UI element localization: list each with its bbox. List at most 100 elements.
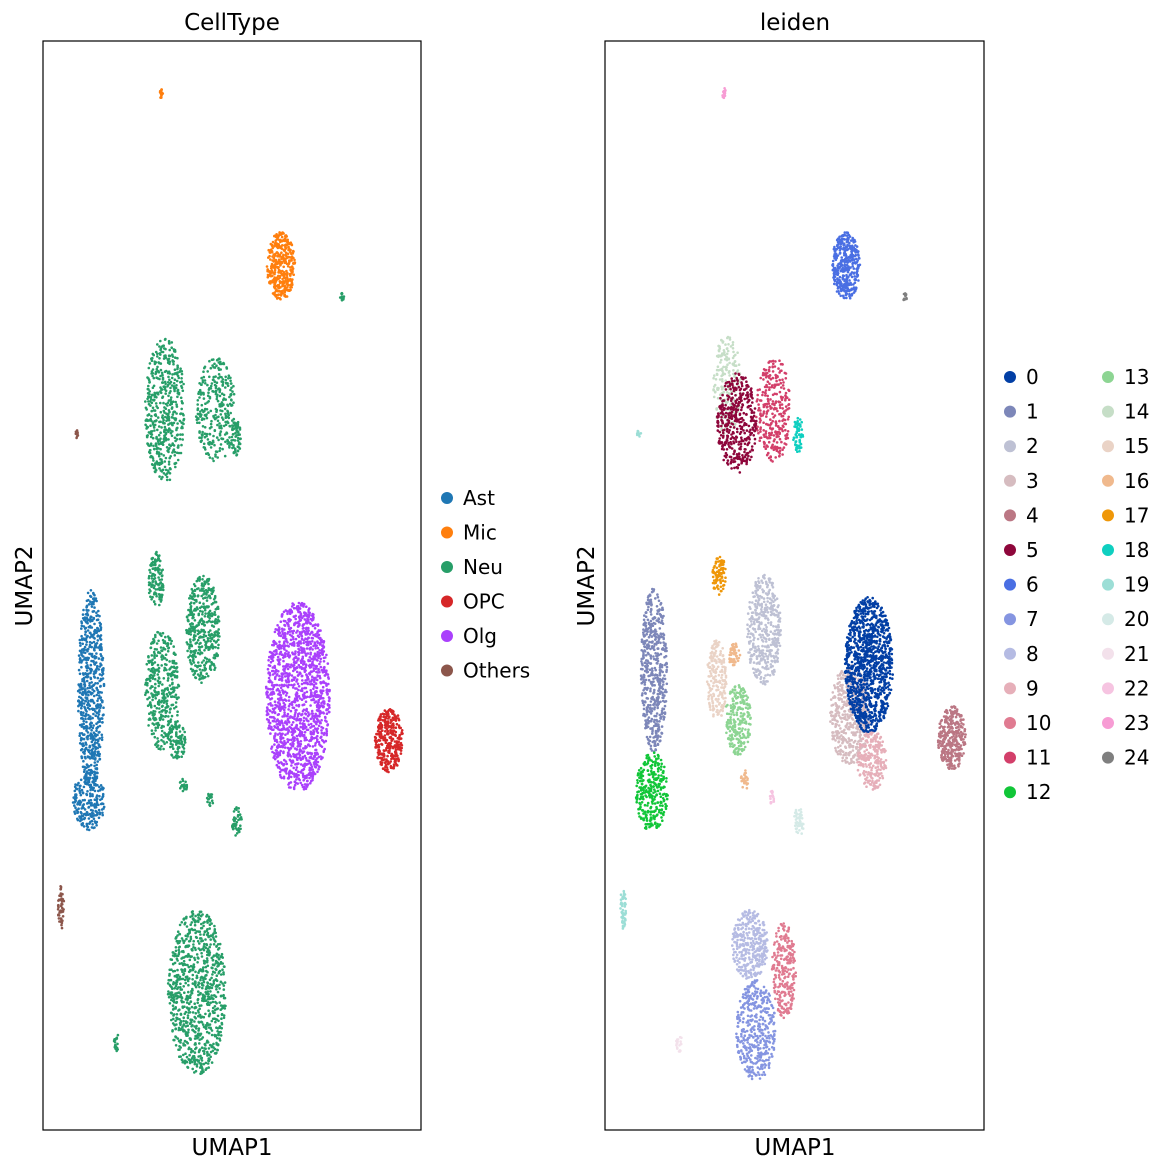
panel-celltype: CellType UMAP1 UMAP2 Ast Mic Neu OPC Olg Othe… [12,10,530,1161]
x-axis-label-leiden: UMAP1 [755,1135,836,1161]
x-axis-label-celltype: UMAP1 [192,1135,273,1161]
legend-label-7: 7 [1026,607,1039,631]
legend-label-1: 1 [1026,400,1039,424]
cluster-neu-bottom-small [231,806,243,837]
cluster-15 [705,639,728,718]
legend-marker-17 [1102,509,1114,522]
cluster-22 [768,789,776,805]
legend-label-ast: Ast [463,486,495,510]
legend-label-12: 12 [1026,780,1051,804]
y-axis-label-celltype: UMAP2 [12,546,38,627]
cluster-neu-top-left [144,337,186,482]
plot-frame-celltype [42,40,422,1131]
legend-label-15: 15 [1124,434,1149,458]
cluster-6 [831,231,862,300]
legend-label-2: 2 [1026,434,1039,458]
cluster-20 [793,808,805,835]
scatter-points-leiden [619,87,967,1081]
legend-marker-10 [1004,717,1016,729]
legend-label-21: 21 [1124,642,1149,666]
cluster-ast-bottom [71,770,106,832]
legend-marker-9 [1004,682,1016,695]
y-axis-label-leiden: UMAP2 [574,546,600,627]
legend-label-19: 19 [1124,573,1149,597]
legend-label-14: 14 [1124,400,1149,424]
cluster-neu-top-right [194,357,237,463]
cluster-ast [76,589,106,790]
legend-label-others: Others [463,659,530,683]
legend-marker-olg [441,630,453,642]
cluster-mic [265,231,297,301]
legend-marker-others [441,664,453,677]
legend-marker-0 [1004,371,1016,383]
cluster-neu-specks [205,792,215,808]
cluster-0 [843,596,894,733]
legend-label-22: 22 [1124,676,1149,700]
legend-label-18: 18 [1124,538,1149,562]
cluster-neu-mid-low [167,720,187,760]
legend-label-3: 3 [1026,469,1039,493]
legend-label-4: 4 [1026,503,1039,527]
cluster-9 [856,728,888,791]
cluster-opc [373,708,404,774]
cluster-neu-mid-top [147,550,165,607]
legend-label-6: 6 [1026,573,1039,597]
cluster-7 [735,979,777,1081]
legend-label-10: 10 [1026,711,1051,735]
legend-celltype: Ast Mic Neu OPC Olg Others [441,486,530,683]
legend-marker-12 [1004,786,1016,799]
legend-label-16: 16 [1124,469,1149,493]
cluster-24 [902,292,908,302]
legend-label-13: 13 [1124,365,1149,389]
cluster-4 [936,705,967,770]
cluster-2 [746,573,782,686]
cluster-neu-speck2 [178,777,189,793]
legend-marker-mic [441,526,453,539]
legend-marker-1 [1004,405,1016,418]
legend-marker-13 [1102,371,1114,383]
legend-label-17: 17 [1124,503,1149,527]
cluster-16-low [739,769,750,790]
panel-title-leiden: leiden [760,10,830,36]
legend-label-opc: OPC [463,590,505,614]
legend-marker-20 [1102,613,1114,626]
legend-label-mic: Mic [463,521,497,545]
legend-label-neu: Neu [463,555,503,579]
cluster-mic-small [158,88,165,99]
cluster-23 [721,87,727,100]
scatter-points-celltype [56,88,404,1075]
cluster-12 [634,751,669,830]
cluster-neu-bottom [166,910,227,1075]
legend-marker-opc [441,595,453,608]
cluster-8 [731,908,769,980]
legend-marker-neu [441,561,453,573]
legend-marker-3 [1004,474,1016,487]
legend-marker-14 [1102,405,1114,418]
legend-marker-8 [1004,647,1016,660]
cluster-5 [715,372,758,474]
legend-marker-18 [1102,544,1114,556]
legend-label-24: 24 [1124,746,1149,770]
legend-marker-24 [1102,751,1114,764]
cluster-others-top [74,429,80,440]
legend-marker-6 [1004,578,1016,591]
cluster-neu-mid-right [185,574,221,684]
legend-label-9: 9 [1026,676,1039,700]
legend-label-23: 23 [1124,711,1149,735]
cluster-19-top [635,429,643,438]
cluster-neu-top-edge [230,420,242,457]
legend-marker-ast [441,492,453,504]
legend-marker-23 [1102,717,1114,729]
legend-label-5: 5 [1026,538,1039,562]
cluster-17 [711,555,727,596]
legend-label-olg: Olg [463,624,497,648]
cluster-11 [755,359,791,463]
cluster-13 [724,684,752,756]
legend-marker-16 [1102,474,1114,487]
legend-label-11: 11 [1026,746,1051,770]
panel-title-celltype: CellType [184,10,280,36]
legend-marker-19 [1102,578,1114,591]
cluster-1 [639,587,669,753]
